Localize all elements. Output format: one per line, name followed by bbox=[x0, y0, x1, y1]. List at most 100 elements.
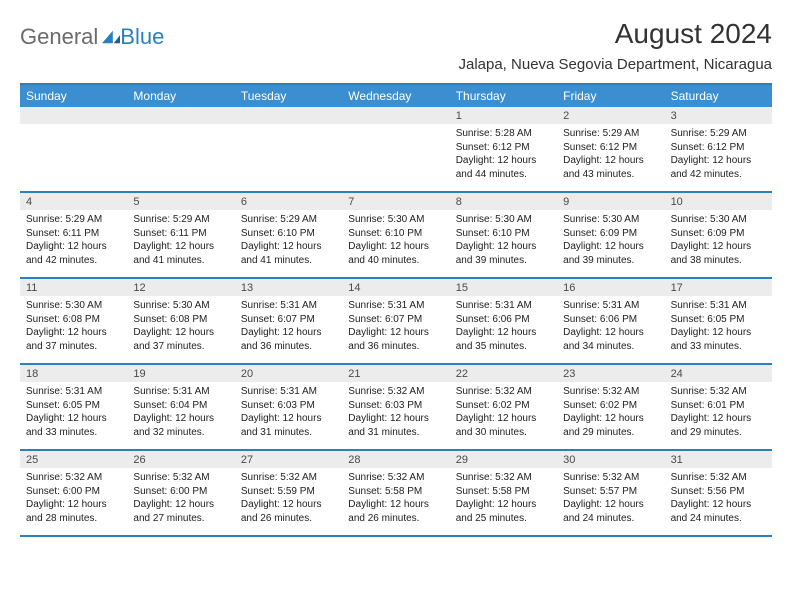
day-body: Sunrise: 5:32 AMSunset: 6:03 PMDaylight:… bbox=[342, 382, 449, 444]
day-day2-text: and 41 minutes. bbox=[241, 254, 336, 268]
day-day2-text: and 34 minutes. bbox=[563, 340, 658, 354]
day-sunset-text: Sunset: 6:00 PM bbox=[26, 485, 121, 499]
day-sunrise-text: Sunrise: 5:30 AM bbox=[456, 213, 551, 227]
day-number-band bbox=[127, 107, 234, 124]
day-cell: 19Sunrise: 5:31 AMSunset: 6:04 PMDayligh… bbox=[127, 365, 234, 449]
day-sunset-text: Sunset: 6:10 PM bbox=[348, 227, 443, 241]
day-day2-text: and 33 minutes. bbox=[26, 426, 121, 440]
day-cell: 22Sunrise: 5:32 AMSunset: 6:02 PMDayligh… bbox=[450, 365, 557, 449]
day-sunrise-text: Sunrise: 5:30 AM bbox=[26, 299, 121, 313]
day-day2-text: and 42 minutes. bbox=[671, 168, 766, 182]
day-day1-text: Daylight: 12 hours bbox=[671, 240, 766, 254]
day-cell bbox=[342, 107, 449, 191]
day-cell: 31Sunrise: 5:32 AMSunset: 5:56 PMDayligh… bbox=[665, 451, 772, 535]
day-sunset-text: Sunset: 6:02 PM bbox=[456, 399, 551, 413]
day-sunrise-text: Sunrise: 5:32 AM bbox=[456, 471, 551, 485]
day-body: Sunrise: 5:29 AMSunset: 6:12 PMDaylight:… bbox=[665, 124, 772, 186]
day-body: Sunrise: 5:32 AMSunset: 5:58 PMDaylight:… bbox=[342, 468, 449, 530]
calendar-page: General Blue August 2024 Jalapa, Nueva S… bbox=[0, 0, 792, 555]
day-sunset-text: Sunset: 6:12 PM bbox=[456, 141, 551, 155]
day-number-band: 14 bbox=[342, 279, 449, 296]
logo-sail-icon bbox=[102, 30, 120, 44]
day-body: Sunrise: 5:31 AMSunset: 6:05 PMDaylight:… bbox=[665, 296, 772, 358]
day-sunset-text: Sunset: 6:01 PM bbox=[671, 399, 766, 413]
day-number-band: 6 bbox=[235, 193, 342, 210]
day-body: Sunrise: 5:31 AMSunset: 6:03 PMDaylight:… bbox=[235, 382, 342, 444]
day-number-band: 7 bbox=[342, 193, 449, 210]
day-cell bbox=[235, 107, 342, 191]
day-day2-text: and 31 minutes. bbox=[348, 426, 443, 440]
day-cell: 2Sunrise: 5:29 AMSunset: 6:12 PMDaylight… bbox=[557, 107, 664, 191]
day-number-band: 4 bbox=[20, 193, 127, 210]
day-day2-text: and 31 minutes. bbox=[241, 426, 336, 440]
day-body: Sunrise: 5:28 AMSunset: 6:12 PMDaylight:… bbox=[450, 124, 557, 186]
day-number-band: 28 bbox=[342, 451, 449, 468]
day-sunset-text: Sunset: 6:11 PM bbox=[133, 227, 228, 241]
day-cell: 10Sunrise: 5:30 AMSunset: 6:09 PMDayligh… bbox=[665, 193, 772, 277]
dayhead-sat: Saturday bbox=[665, 85, 772, 107]
day-day1-text: Daylight: 12 hours bbox=[456, 412, 551, 426]
day-sunrise-text: Sunrise: 5:28 AM bbox=[456, 127, 551, 141]
day-body: Sunrise: 5:32 AMSunset: 5:56 PMDaylight:… bbox=[665, 468, 772, 530]
day-sunset-text: Sunset: 6:05 PM bbox=[671, 313, 766, 327]
dayhead-mon: Monday bbox=[127, 85, 234, 107]
day-day1-text: Daylight: 12 hours bbox=[456, 240, 551, 254]
day-sunset-text: Sunset: 6:09 PM bbox=[563, 227, 658, 241]
day-body: Sunrise: 5:32 AMSunset: 5:57 PMDaylight:… bbox=[557, 468, 664, 530]
day-day2-text: and 37 minutes. bbox=[26, 340, 121, 354]
dayhead-sun: Sunday bbox=[20, 85, 127, 107]
day-body: Sunrise: 5:30 AMSunset: 6:08 PMDaylight:… bbox=[127, 296, 234, 358]
day-sunrise-text: Sunrise: 5:30 AM bbox=[133, 299, 228, 313]
day-cell bbox=[127, 107, 234, 191]
day-sunrise-text: Sunrise: 5:31 AM bbox=[241, 299, 336, 313]
day-number-band: 27 bbox=[235, 451, 342, 468]
day-cell: 12Sunrise: 5:30 AMSunset: 6:08 PMDayligh… bbox=[127, 279, 234, 363]
day-cell: 3Sunrise: 5:29 AMSunset: 6:12 PMDaylight… bbox=[665, 107, 772, 191]
day-day1-text: Daylight: 12 hours bbox=[348, 412, 443, 426]
day-day1-text: Daylight: 12 hours bbox=[671, 498, 766, 512]
day-sunset-text: Sunset: 5:57 PM bbox=[563, 485, 658, 499]
day-day1-text: Daylight: 12 hours bbox=[456, 326, 551, 340]
day-sunrise-text: Sunrise: 5:29 AM bbox=[241, 213, 336, 227]
day-day1-text: Daylight: 12 hours bbox=[26, 498, 121, 512]
day-cell: 27Sunrise: 5:32 AMSunset: 5:59 PMDayligh… bbox=[235, 451, 342, 535]
logo-word-blue: Blue bbox=[120, 24, 164, 50]
day-sunset-text: Sunset: 6:12 PM bbox=[671, 141, 766, 155]
calendar-table: Sunday Monday Tuesday Wednesday Thursday… bbox=[20, 83, 772, 537]
day-cell: 9Sunrise: 5:30 AMSunset: 6:09 PMDaylight… bbox=[557, 193, 664, 277]
day-number-band: 16 bbox=[557, 279, 664, 296]
day-body: Sunrise: 5:32 AMSunset: 5:58 PMDaylight:… bbox=[450, 468, 557, 530]
day-day2-text: and 26 minutes. bbox=[241, 512, 336, 526]
day-cell: 23Sunrise: 5:32 AMSunset: 6:02 PMDayligh… bbox=[557, 365, 664, 449]
day-day1-text: Daylight: 12 hours bbox=[671, 154, 766, 168]
day-number-band bbox=[20, 107, 127, 124]
day-cell: 5Sunrise: 5:29 AMSunset: 6:11 PMDaylight… bbox=[127, 193, 234, 277]
day-day2-text: and 36 minutes. bbox=[241, 340, 336, 354]
day-day1-text: Daylight: 12 hours bbox=[348, 326, 443, 340]
day-day2-text: and 29 minutes. bbox=[671, 426, 766, 440]
day-body bbox=[20, 124, 127, 132]
day-day1-text: Daylight: 12 hours bbox=[241, 326, 336, 340]
day-sunrise-text: Sunrise: 5:31 AM bbox=[563, 299, 658, 313]
day-number-band: 5 bbox=[127, 193, 234, 210]
day-day1-text: Daylight: 12 hours bbox=[563, 154, 658, 168]
day-day2-text: and 42 minutes. bbox=[26, 254, 121, 268]
day-sunset-text: Sunset: 6:03 PM bbox=[348, 399, 443, 413]
day-day2-text: and 29 minutes. bbox=[563, 426, 658, 440]
day-sunrise-text: Sunrise: 5:31 AM bbox=[241, 385, 336, 399]
day-day1-text: Daylight: 12 hours bbox=[133, 498, 228, 512]
day-sunrise-text: Sunrise: 5:29 AM bbox=[671, 127, 766, 141]
day-sunrise-text: Sunrise: 5:32 AM bbox=[563, 385, 658, 399]
day-day1-text: Daylight: 12 hours bbox=[563, 326, 658, 340]
day-sunrise-text: Sunrise: 5:32 AM bbox=[563, 471, 658, 485]
day-number-band: 31 bbox=[665, 451, 772, 468]
day-number-band: 12 bbox=[127, 279, 234, 296]
day-header-row: Sunday Monday Tuesday Wednesday Thursday… bbox=[20, 85, 772, 107]
day-body: Sunrise: 5:32 AMSunset: 6:01 PMDaylight:… bbox=[665, 382, 772, 444]
day-day1-text: Daylight: 12 hours bbox=[348, 498, 443, 512]
day-cell: 6Sunrise: 5:29 AMSunset: 6:10 PMDaylight… bbox=[235, 193, 342, 277]
day-sunset-text: Sunset: 6:11 PM bbox=[26, 227, 121, 241]
day-number-band: 11 bbox=[20, 279, 127, 296]
day-cell: 17Sunrise: 5:31 AMSunset: 6:05 PMDayligh… bbox=[665, 279, 772, 363]
day-day1-text: Daylight: 12 hours bbox=[456, 154, 551, 168]
